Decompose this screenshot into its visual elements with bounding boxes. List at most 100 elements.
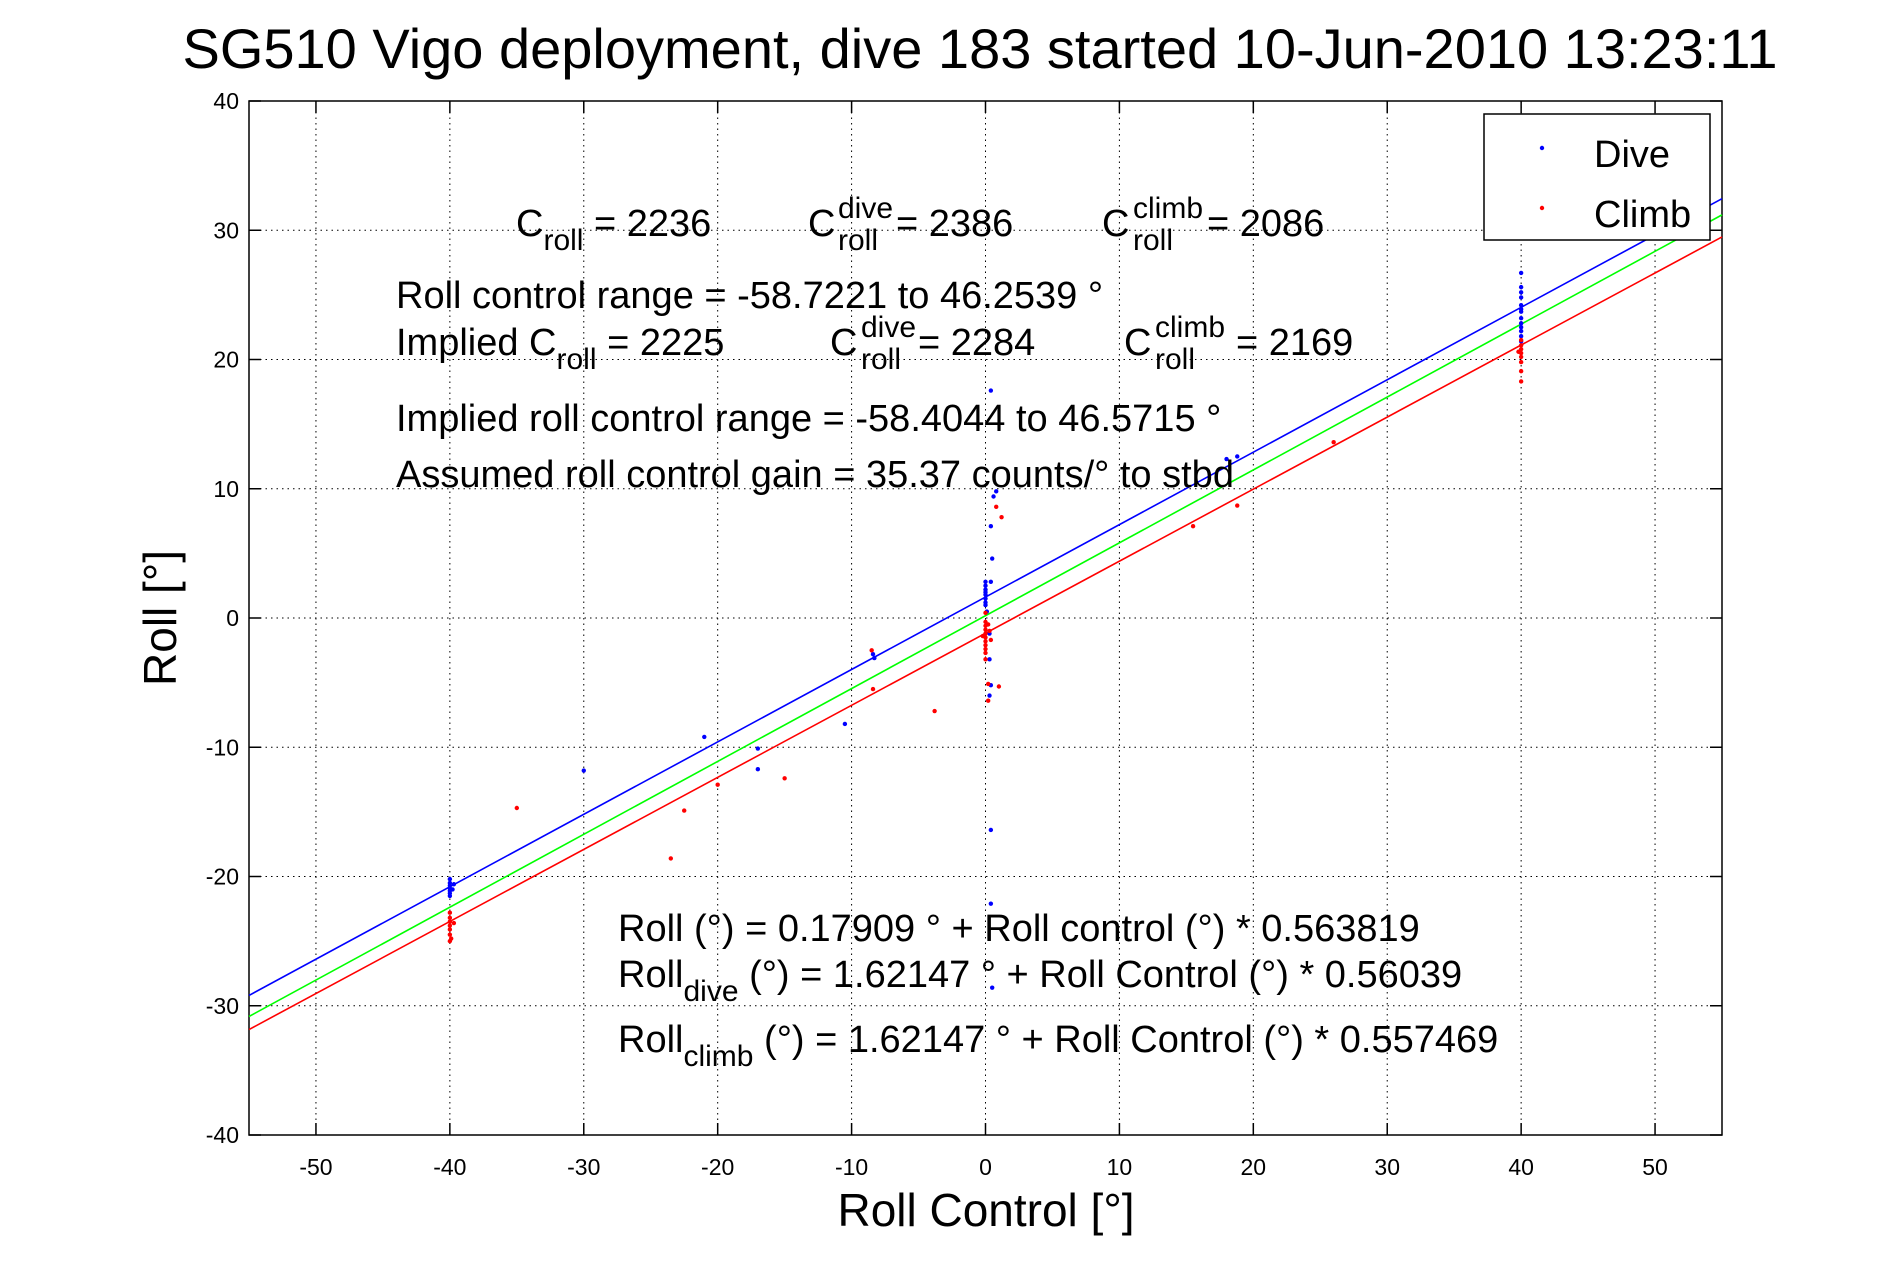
gain-text: Assumed roll control gain = 35.37 counts… [396,454,1234,496]
data-point [1518,270,1524,276]
data-point [1518,303,1524,308]
data-point [983,579,988,585]
legend-climb-label: Climb [1594,194,1691,236]
data-point [447,876,453,882]
data-point [1518,337,1524,343]
data-point [842,721,848,727]
data-point [1516,349,1521,354]
legend-climb-marker [1539,205,1545,211]
data-point [983,583,988,588]
implied-c-climb-base: C [1124,322,1151,364]
legend: Dive Climb [1483,113,1711,241]
implied-c-prefix: Implied C [396,322,557,364]
data-point [983,657,988,662]
c-roll-sub: roll [543,224,583,257]
fit-line [248,214,1723,1018]
c-roll-dive-rest: roll [838,224,878,257]
data-point [988,637,994,643]
data-point [1518,368,1524,374]
equation-climb-sub: climb [683,1040,753,1073]
data-point [983,592,988,597]
x-tick-label: -20 [701,1154,734,1180]
data-point [983,596,988,601]
x-tick-label: 40 [1508,1154,1534,1180]
data-point [1518,315,1524,321]
data-point [985,698,991,703]
data-point [1518,379,1524,384]
data-point [983,639,988,644]
data-point [988,524,994,529]
legend-dive-marker [1539,145,1545,151]
series-climb [447,337,1524,944]
equation-dive: Rolldive (°) = 1.62147 ° + Roll Control … [618,954,1462,1008]
data-point [987,628,992,634]
data-point [1518,354,1524,360]
implied-c-roll-annotation: Implied Croll = 2225 [396,322,724,376]
data-point [983,602,988,608]
c-roll-dive-base: C [808,203,835,245]
data-point [987,693,992,698]
data-point [996,684,1002,689]
legend-dive-label: Dive [1594,134,1670,176]
data-point [988,827,994,833]
data-point [451,882,457,887]
data-point [983,627,988,632]
data-point [1518,328,1524,334]
implied-c-sub: roll [557,343,597,376]
data-point [988,579,994,585]
equation-dive-sub: dive [683,975,738,1008]
legend-box [1483,113,1711,241]
x-axis-label: Roll Control [°] [837,1184,1134,1236]
implied-c-dive-value: = 2284 [918,322,1035,364]
data-point [988,388,994,393]
data-point [447,923,453,928]
x-tick-label: -40 [433,1154,466,1180]
equation-climb: Rollclimb (°) = 1.62147 ° + Roll Control… [618,1019,1498,1073]
x-tick-label: -10 [835,1154,868,1180]
c-roll-climb-base: C [1102,203,1129,245]
c-roll-value: = 2236 [583,203,711,245]
data-point [782,776,787,781]
chart-title: SG510 Vigo deployment, dive 183 started … [182,17,1777,80]
y-tick-label: -30 [206,993,239,1019]
c-roll-climb-sub: roll [1133,224,1173,257]
y-tick-label: -10 [206,734,239,760]
data-point [755,767,761,772]
c-roll-dive-sup: dive [838,192,893,225]
data-point [715,782,720,787]
equation-overall: Roll (°) = 0.17909 ° + Roll control (°) … [618,908,1420,950]
data-point [985,681,991,687]
x-tick-label: 30 [1374,1154,1400,1180]
equation-climb-base: Roll [618,1019,683,1061]
data-point [985,622,991,627]
x-tick-label: -50 [299,1154,332,1180]
implied-range-text: Implied roll control range = -58.4044 to… [396,398,1221,440]
x-tick-label: 50 [1642,1154,1668,1180]
data-point [989,556,995,561]
y-tick-label: -40 [206,1122,239,1148]
data-point [1518,343,1524,348]
annotations: Croll = 2236 C dive roll = 2386 C climb … [396,192,1498,1073]
data-points [447,270,1524,990]
data-point [1331,440,1336,445]
series-dive [447,270,1524,990]
data-point [1518,295,1524,300]
data-point [514,805,520,811]
data-point [581,768,586,773]
data-point [447,915,453,921]
data-point [1224,456,1229,462]
x-tick-label: -30 [567,1154,600,1180]
axis-ticks: -50 -40 -30 -20 -10 0 10 20 30 40 50 -40 -30 -20 -10 0 1… [206,88,1722,1180]
data-point [1518,284,1524,290]
data-point [755,746,761,751]
equation-dive-rest: (°) = 1.62147 ° + Roll Control (°) * 0.5… [739,954,1463,996]
data-point [872,655,877,661]
data-point [870,686,876,692]
implied-c-climb-sub: roll [1155,343,1195,376]
c-roll-dive-value: = 2386 [896,203,1013,245]
data-point [1235,454,1240,459]
c-roll-climb-value: = 2086 [1207,203,1324,245]
data-point [1518,321,1524,326]
